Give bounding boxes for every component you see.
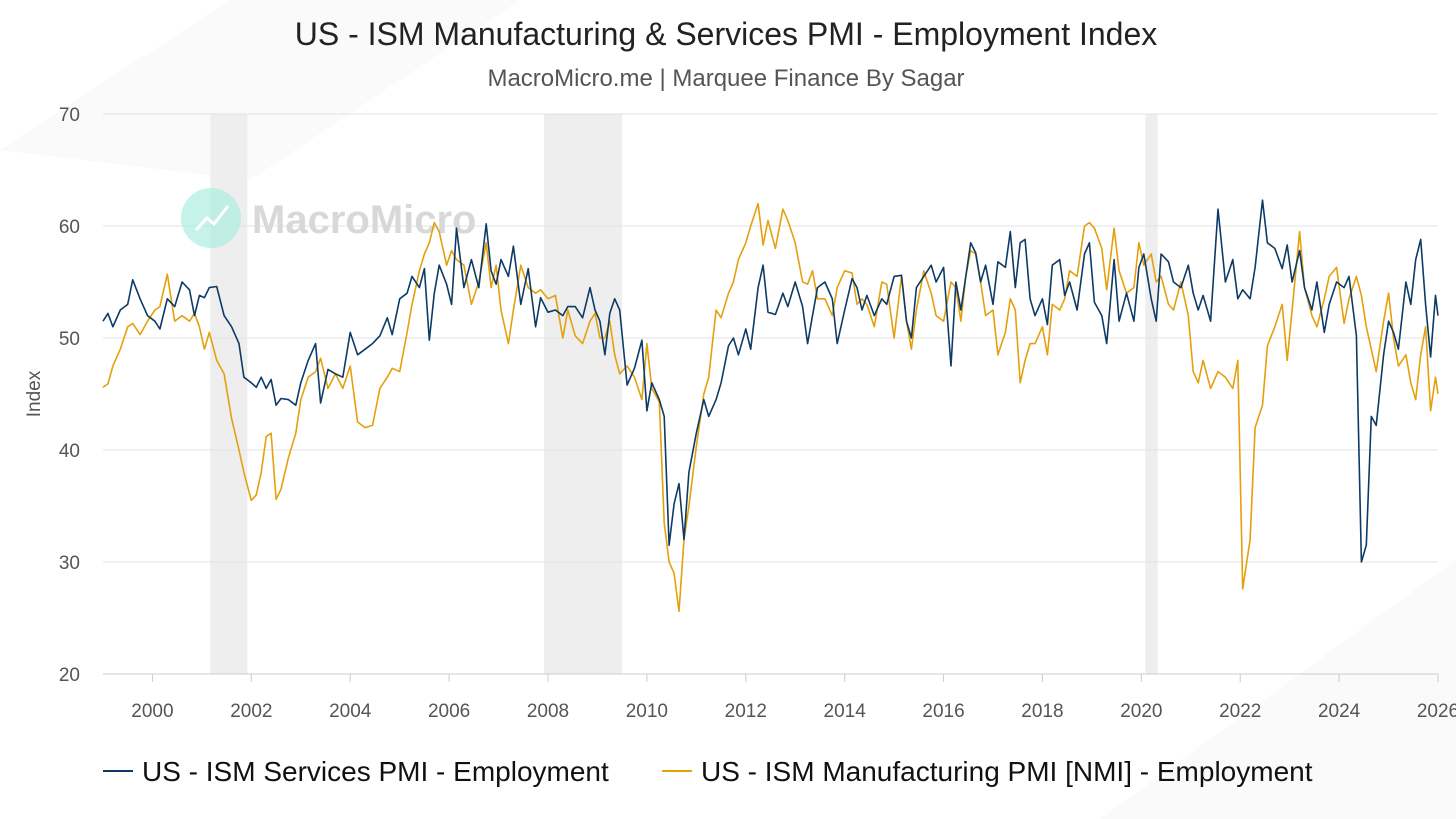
chart-title: US - ISM Manufacturing & Services PMI - … bbox=[295, 16, 1158, 52]
watermark-text: MacroMicro bbox=[252, 198, 477, 242]
y-axis: 20 30 40 50 60 70 bbox=[59, 105, 80, 686]
series-line-manufacturing bbox=[102, 202, 1439, 613]
x-tick-label: 2020 bbox=[1120, 701, 1162, 722]
y-tick-label: 40 bbox=[59, 441, 80, 462]
x-tick-label: 2026 bbox=[1417, 701, 1456, 722]
legend-label-manufacturing: US - ISM Manufacturing PMI [NMI] - Emplo… bbox=[701, 756, 1313, 787]
x-tick-label: 2004 bbox=[329, 701, 372, 722]
y-tick-label: 50 bbox=[59, 329, 80, 350]
watermark: MacroMicro bbox=[181, 188, 477, 248]
x-axis: 2000 2002 2004 2006 2008 2010 2012 2014 2016 2018… bbox=[131, 674, 1456, 722]
y-tick-label: 20 bbox=[59, 665, 80, 686]
x-tick-label: 2012 bbox=[725, 701, 767, 722]
legend-item-services[interactable]: US - ISM Services PMI - Employment bbox=[103, 756, 609, 787]
x-tick-label: 2000 bbox=[131, 701, 173, 722]
x-tick-label: 2002 bbox=[230, 701, 272, 722]
series-line-services bbox=[102, 199, 1439, 563]
x-tick-label: 2018 bbox=[1021, 701, 1063, 722]
y-tick-label: 30 bbox=[59, 553, 80, 574]
x-tick-label: 2024 bbox=[1318, 701, 1361, 722]
recession-band-3 bbox=[1145, 114, 1158, 674]
y-tick-label: 70 bbox=[59, 105, 80, 126]
recession-bands bbox=[210, 114, 1158, 674]
legend: US - ISM Services PMI - Employment US - … bbox=[103, 756, 1313, 787]
x-tick-label: 2014 bbox=[824, 701, 867, 722]
grid-lines bbox=[103, 113, 1438, 675]
watermark-chart-icon bbox=[194, 205, 230, 232]
watermark-logo-icon bbox=[181, 188, 241, 248]
y-axis-label: Index bbox=[24, 370, 45, 417]
x-tick-label: 2022 bbox=[1219, 701, 1261, 722]
x-tick-label: 2006 bbox=[428, 701, 470, 722]
legend-item-manufacturing[interactable]: US - ISM Manufacturing PMI [NMI] - Emplo… bbox=[662, 756, 1313, 787]
y-tick-label: 60 bbox=[59, 217, 80, 238]
x-tick-label: 2016 bbox=[922, 701, 964, 722]
legend-label-services: US - ISM Services PMI - Employment bbox=[142, 756, 609, 787]
chart-subtitle: MacroMicro.me | Marquee Finance By Sagar bbox=[487, 65, 964, 92]
series-lines bbox=[102, 199, 1439, 613]
recession-band-2 bbox=[544, 114, 623, 674]
x-tick-label: 2010 bbox=[626, 701, 668, 722]
x-tick-label: 2008 bbox=[527, 701, 569, 722]
